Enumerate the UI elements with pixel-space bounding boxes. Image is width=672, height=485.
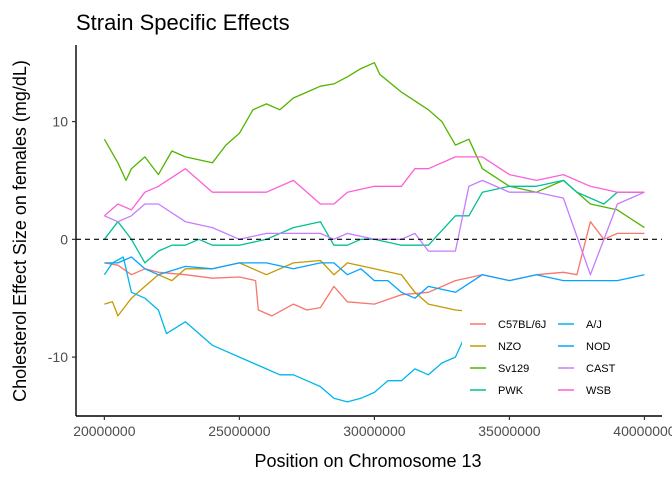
chart-title: Strain Specific Effects (76, 10, 290, 35)
series-line (104, 259, 510, 317)
y-tick-label: 0 (60, 231, 68, 247)
x-tick-label: 30000000 (343, 423, 406, 439)
legend-label: C57BL/6J (498, 319, 546, 331)
series-line (103, 256, 465, 403)
series-line (104, 256, 645, 299)
legend-label: NZO (498, 341, 522, 353)
x-tick-label: 20000000 (73, 423, 136, 439)
series-line (103, 62, 645, 229)
legend-label: PWK (498, 385, 524, 397)
y-tick-label: -10 (48, 349, 68, 365)
series-line (104, 179, 645, 276)
x-tick-label: 25000000 (208, 423, 271, 439)
series-line (103, 179, 645, 264)
series-line (104, 221, 645, 317)
legend-label: A/J (586, 319, 602, 331)
y-tick-label: 10 (52, 114, 68, 130)
x-tick-label: 35000000 (478, 423, 541, 439)
y-axis-label: Cholesterol Effect Size on females (mg/d… (10, 60, 30, 402)
legend-label: Sv129 (498, 363, 529, 375)
legend-label: NOD (586, 341, 611, 353)
series-line (103, 156, 645, 217)
legend-background (462, 306, 640, 406)
x-tick-label: 40000000 (613, 423, 672, 439)
legend: C57BL/6J NZO Sv129 PWK A/J NOD CAST WSB (462, 306, 640, 406)
legend-label: WSB (586, 385, 611, 397)
x-axis-label: Position on Chromosome 13 (254, 451, 481, 471)
legend-label: CAST (586, 363, 616, 375)
